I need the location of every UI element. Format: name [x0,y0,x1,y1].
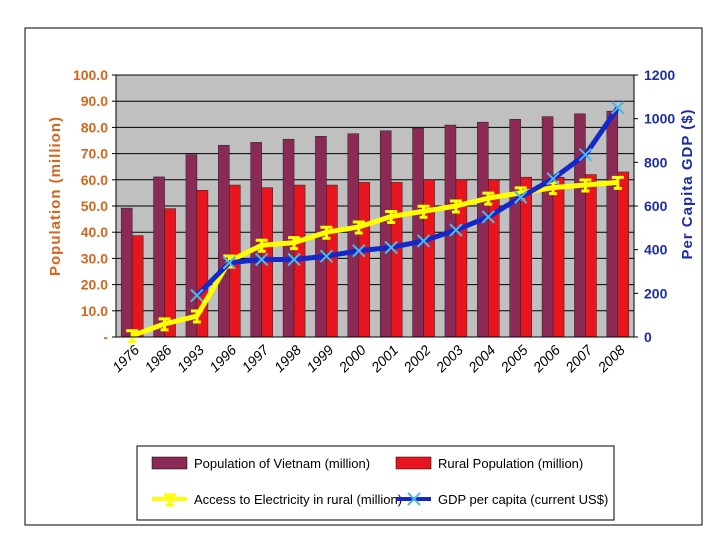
point-electricity [449,199,462,214]
y-tick-label: 20.0 [81,277,108,293]
line-gdp-per-capita [195,106,620,298]
point-electricity [611,175,624,190]
point-electricity [385,209,398,224]
point-gdp [578,147,593,162]
point-gdp [481,210,496,224]
y-tick-label: 40.0 [81,224,108,240]
point-gdp [611,101,625,115]
y-tick-label: 30.0 [81,250,108,266]
legend-marker-electricity [164,493,176,507]
y-tick-label: 10.0 [81,303,108,319]
y2-tick-label: 800 [644,154,668,170]
y2-tick-label: 1200 [644,67,675,83]
y-axis-label: Population (million) [47,116,64,276]
y-tick-label: 60.0 [81,172,108,188]
point-gdp [222,256,237,270]
legend-label-electricity: Access to Electricity in rural (million) [194,492,402,507]
bar-population [574,113,586,338]
point-electricity [126,329,139,344]
point-electricity [158,317,171,332]
point-gdp [416,234,431,248]
point-gdp [190,288,204,303]
point-electricity [320,225,333,240]
point-electricity [417,204,430,219]
legend-label-population: Population of Vietnam (million) [194,456,370,471]
y2-tick-label: 200 [644,285,668,301]
legend-box [136,445,615,521]
point-electricity [482,191,495,206]
y-tick-label: 50.0 [81,198,108,214]
bar-rural [585,174,597,338]
y2-tick-label: 400 [644,242,668,258]
y-tick-label: 90.0 [81,93,108,109]
bar-population [412,127,424,338]
point-gdp [352,244,366,258]
legend-swatch-population [151,456,188,470]
point-gdp [319,249,334,263]
y2-axis-label: Per Capita GDP ($) [679,108,696,259]
bar-population [509,119,521,338]
point-gdp [449,223,463,237]
point-gdp [546,172,560,186]
y2-tick-label: 600 [644,198,668,214]
bar-population [606,110,619,338]
bar-population [541,116,554,338]
bar-population [218,144,230,338]
point-gdp [384,240,398,255]
point-electricity [579,178,592,193]
bar-rural [617,171,630,338]
bar-population [347,133,360,338]
legend-marker-gdp [407,492,421,506]
y2-tick-label: 1000 [644,111,675,127]
bar-rural [520,176,532,338]
legend-label-gdp: GDP per capita (current US$) [438,492,608,507]
y-tick-label: 100.0 [73,67,108,83]
bar-population [120,207,133,338]
point-electricity [288,236,301,251]
bar-population [477,121,489,338]
bar-population [379,130,392,338]
y2-tick-label: 0 [644,329,652,345]
bar-rural [358,182,371,338]
bar-rural [131,235,144,338]
point-gdp [513,190,528,204]
y-tick-label: 70.0 [81,146,108,162]
bar-rural [423,179,435,338]
y-tick-label: 80.0 [81,119,108,135]
legend-label-rural: Rural Population (million) [438,456,583,471]
point-electricity [352,220,365,235]
lines [126,101,625,344]
bar-rural [552,176,565,338]
bar-population [153,176,165,338]
y-tick-label: - [103,329,108,345]
point-gdp [254,252,269,267]
point-electricity [255,238,268,253]
point-electricity [190,309,203,324]
legend: Population of Vietnam (million) Rural Po… [136,445,615,521]
point-gdp [287,252,301,267]
bar-rural [390,182,403,338]
legend-swatch-rural [395,456,432,470]
